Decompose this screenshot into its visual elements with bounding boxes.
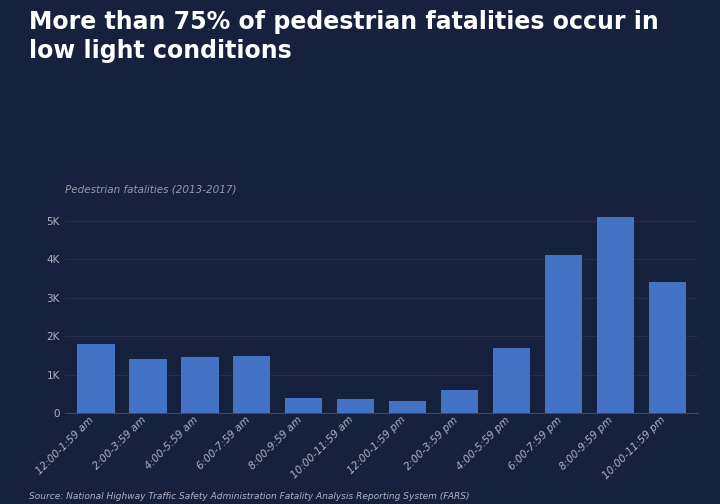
Bar <box>544 256 582 413</box>
Text: More than 75% of pedestrian fatalities occur in
low light conditions: More than 75% of pedestrian fatalities o… <box>29 10 659 63</box>
Bar <box>389 401 426 413</box>
Bar <box>77 344 114 413</box>
Bar <box>597 217 634 413</box>
Bar <box>649 282 686 413</box>
Bar <box>492 348 530 413</box>
Bar <box>285 398 323 413</box>
Bar <box>441 390 478 413</box>
Bar <box>129 359 166 413</box>
Text: Source: National Highway Traffic Safety Administration Fatality Analysis Reporti: Source: National Highway Traffic Safety … <box>29 492 469 501</box>
Bar <box>337 399 374 413</box>
Text: Pedestrian fatalities (2013-2017): Pedestrian fatalities (2013-2017) <box>65 184 236 194</box>
Bar <box>233 355 271 413</box>
Bar <box>181 357 219 413</box>
